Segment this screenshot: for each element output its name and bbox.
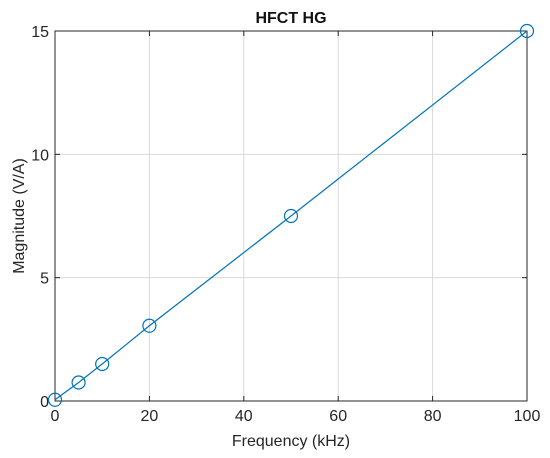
series-line-0: [54, 30, 528, 401]
x-tick-label-4: 80: [424, 408, 442, 425]
y-tick-label-0: 0: [40, 394, 49, 411]
x-axis-label: Frequency (kHz): [232, 433, 350, 450]
y-tick-label-1: 5: [40, 271, 49, 288]
series-layer: [47, 23, 535, 407]
plot-frame: [54, 30, 528, 402]
x-tick-label-5: 100: [514, 408, 541, 425]
data-point-4: [283, 208, 299, 224]
data-point-2: [95, 356, 110, 372]
chart-title: HFCT HG: [255, 10, 326, 27]
y-axis-label: Magnitude (V/A): [11, 158, 28, 274]
data-point-3: [142, 318, 157, 333]
y-tick-label-2: 10: [31, 147, 49, 164]
x-tick-label-1: 20: [141, 408, 159, 425]
data-point-5: [519, 23, 535, 39]
tick-layer: 0 20 40 60 80 100 0 5 10 15: [31, 24, 540, 425]
y-tick-label-3: 15: [31, 24, 49, 41]
data-point-0: [47, 392, 63, 407]
data-point-1: [71, 375, 86, 390]
x-tick-label-2: 40: [235, 408, 253, 425]
x-tick-label-0: 0: [51, 408, 60, 425]
x-tick-label-3: 60: [329, 408, 347, 425]
grid-layer: [55, 31, 527, 401]
